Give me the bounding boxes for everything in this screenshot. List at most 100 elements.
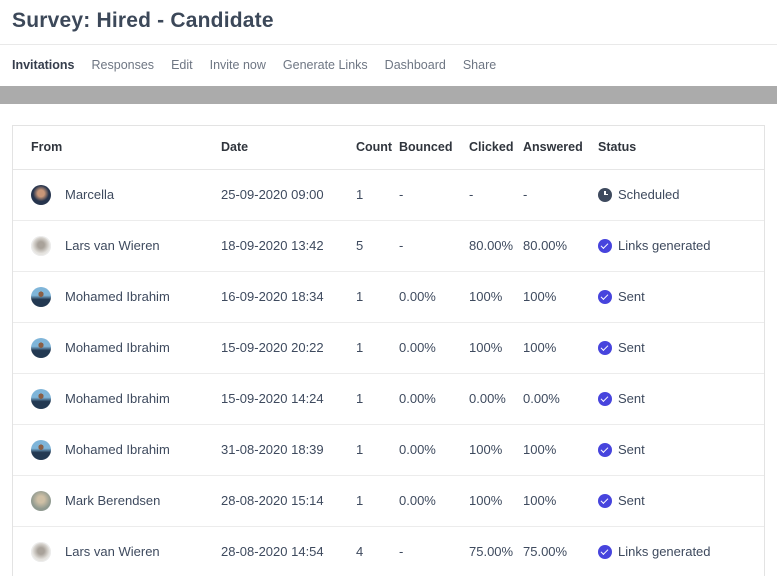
status-cell: Scheduled	[598, 169, 764, 221]
check-circle-icon	[598, 391, 612, 406]
avatar	[31, 286, 51, 307]
status-label: Sent	[618, 340, 645, 355]
avatar	[31, 490, 51, 511]
sender-name: Mohamed Ibrahim	[65, 442, 170, 457]
from-cell: Mohamed Ibrahim	[13, 424, 221, 476]
answered-cell: 80.00%	[523, 220, 598, 272]
answered-cell: 100%	[523, 322, 598, 374]
from-cell: Lars van Wieren	[13, 526, 221, 576]
sender-name: Mohamed Ibrahim	[65, 340, 170, 355]
column-header-clicked: Clicked	[469, 126, 523, 170]
bounced-cell: 0.00%	[399, 322, 469, 374]
answered-cell: 100%	[523, 271, 598, 323]
date-cell: 28-08-2020 14:54	[221, 544, 324, 560]
from-cell: Mark Berendsen	[13, 475, 221, 527]
avatar	[31, 337, 51, 358]
check-circle-icon	[598, 442, 612, 457]
column-header-count: Count	[356, 126, 399, 170]
check-circle-icon	[598, 340, 612, 355]
answered-cell: -	[523, 169, 598, 221]
from-cell: Mohamed Ibrahim	[13, 322, 221, 374]
tab-edit[interactable]: Edit	[171, 58, 193, 72]
avatar	[31, 388, 51, 409]
date-cell: 15-09-2020 14:24	[221, 373, 356, 425]
check-circle-icon	[598, 544, 612, 559]
check-circle-icon	[598, 289, 612, 304]
page-header: Survey: Hired - Candidate	[0, 0, 777, 45]
status-label: Sent	[618, 391, 645, 406]
clicked-cell: 0.00%	[469, 373, 523, 425]
status-cell: Sent	[598, 475, 764, 527]
count-cell: 1	[356, 424, 399, 476]
from-cell: Mohamed Ibrahim	[13, 373, 221, 425]
status-label: Scheduled	[618, 187, 680, 202]
answered-cell: 75.00%	[523, 544, 568, 560]
table-row[interactable]: Lars van Wieren 28-08-2020 14:54 4 - 75.…	[13, 526, 764, 576]
bounced-cell: -	[399, 169, 469, 221]
tab-responses[interactable]: Responses	[91, 58, 155, 72]
status-cell: Sent	[598, 424, 764, 476]
sender-name: Lars van Wieren	[65, 544, 160, 560]
tab-generate-links[interactable]: Generate Links	[282, 58, 368, 72]
date-cell: 15-09-2020 20:22	[221, 322, 356, 374]
check-circle-icon	[598, 238, 612, 253]
divider-bar	[0, 86, 777, 104]
table-row[interactable]: Mark Berendsen 28-08-2020 15:14 1 0.00% …	[13, 475, 764, 527]
sender-name: Marcella	[65, 187, 115, 202]
tab-bar: Invitations Responses Edit Invite now Ge…	[0, 45, 777, 84]
check-circle-icon	[598, 493, 612, 508]
clicked-cell: 80.00%	[469, 220, 523, 272]
sender-name: Lars van Wieren	[65, 238, 160, 253]
sender-name: Mohamed Ibrahim	[65, 391, 170, 406]
bounced-cell: 0.00%	[399, 475, 469, 527]
status-cell: Links generated	[598, 526, 764, 576]
count-cell: 1	[356, 373, 399, 425]
clicked-cell: 100%	[469, 475, 523, 527]
table-row[interactable]: Marcella 25-09-2020 09:00 1 - - - Schedu…	[13, 169, 764, 221]
date-cell: 16-09-2020 18:34	[221, 271, 356, 323]
invitations-table-card: From Date Count Bounced Clicked Answered…	[12, 125, 765, 576]
column-header-date: Date	[221, 126, 356, 170]
bounced-cell: 0.00%	[399, 373, 469, 425]
from-cell: Marcella	[13, 169, 221, 221]
from-cell: Mohamed Ibrahim	[13, 271, 221, 323]
tab-dashboard[interactable]: Dashboard	[384, 58, 446, 72]
avatar	[31, 439, 51, 460]
avatar	[31, 235, 51, 256]
bounced-cell: 0.00%	[399, 424, 469, 476]
count-cell: 4	[356, 544, 364, 560]
date-cell: 31-08-2020 18:39	[221, 424, 356, 476]
clock-icon	[598, 187, 612, 202]
status-cell: Sent	[598, 322, 764, 374]
answered-cell: 100%	[523, 424, 598, 476]
tab-share[interactable]: Share	[462, 58, 497, 72]
status-label: Sent	[618, 442, 645, 457]
table-row[interactable]: Lars van Wieren 18-09-2020 13:42 5 - 80.…	[13, 220, 764, 272]
date-cell: 18-09-2020 13:42	[221, 220, 356, 272]
status-label: Links generated	[618, 544, 711, 560]
status-cell: Sent	[598, 271, 764, 323]
tab-invite-now[interactable]: Invite now	[209, 58, 266, 72]
tab-invitations[interactable]: Invitations	[12, 58, 75, 72]
sender-name: Mark Berendsen	[65, 493, 161, 508]
count-cell: 5	[356, 220, 399, 272]
clicked-cell: 100%	[469, 322, 523, 374]
clicked-cell: 75.00%	[469, 544, 514, 560]
sender-name: Mohamed Ibrahim	[65, 289, 170, 304]
avatar	[31, 184, 51, 205]
table-header-row: From Date Count Bounced Clicked Answered…	[13, 126, 764, 170]
count-cell: 1	[356, 169, 399, 221]
avatar	[31, 541, 51, 562]
from-cell: Lars van Wieren	[13, 220, 221, 272]
table-row[interactable]: Mohamed Ibrahim 31-08-2020 18:39 1 0.00%…	[13, 424, 764, 476]
bounced-cell: 0.00%	[399, 271, 469, 323]
table-row[interactable]: Mohamed Ibrahim 16-09-2020 18:34 1 0.00%…	[13, 271, 764, 323]
count-cell: 1	[356, 322, 399, 374]
table-row[interactable]: Mohamed Ibrahim 15-09-2020 20:22 1 0.00%…	[13, 322, 764, 374]
answered-cell: 100%	[523, 475, 598, 527]
date-cell: 28-08-2020 15:14	[221, 475, 356, 527]
status-label: Sent	[618, 493, 645, 508]
count-cell: 1	[356, 475, 399, 527]
table-row[interactable]: Mohamed Ibrahim 15-09-2020 14:24 1 0.00%…	[13, 373, 764, 425]
column-header-bounced: Bounced	[399, 126, 469, 170]
